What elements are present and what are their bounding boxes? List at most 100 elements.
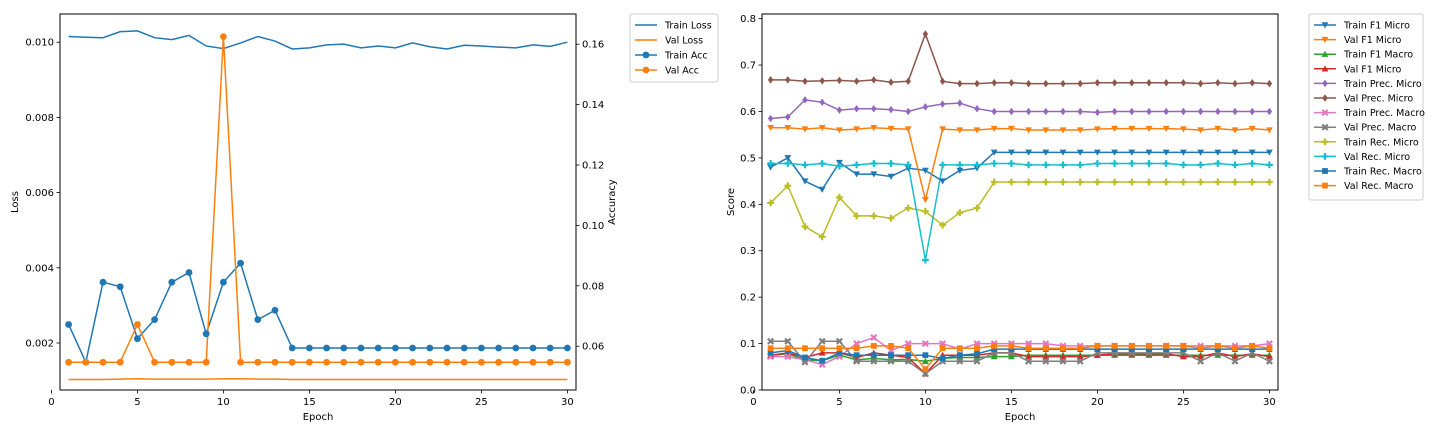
data-point-val-f1-micro <box>836 127 843 134</box>
data-point-train-rec-micro <box>801 223 809 231</box>
y-tick-label: 0.4 <box>740 200 756 211</box>
data-point-train-acc <box>443 344 451 352</box>
data-point-val-rec-micro <box>784 160 792 167</box>
data-point-train-f1-macro <box>922 357 929 364</box>
data-point-val-rec-macro <box>1214 343 1221 349</box>
data-point-val-prec-micro <box>1266 79 1273 88</box>
data-point-train-prec-micro <box>1025 107 1032 116</box>
data-point-val-f1-micro <box>1094 351 1101 358</box>
y-tick-label: 0.010 <box>25 38 54 49</box>
legend-label: Train Prec. Micro <box>1343 79 1422 90</box>
data-point-train-rec-micro <box>1111 178 1118 186</box>
data-point-val-f1-micro <box>1059 353 1067 360</box>
data-point-val-f1-micro <box>870 125 878 132</box>
data-point-train-prec-micro <box>1197 107 1204 116</box>
x-tick-label: 0 <box>48 397 54 408</box>
data-point-val-f1-micro <box>1197 127 1204 134</box>
data-point-val-rec-macro <box>956 345 963 352</box>
data-point-val-acc <box>202 358 210 366</box>
data-point-val-prec-micro <box>802 77 808 86</box>
data-point-train-prec-micro <box>836 106 843 114</box>
legend-marker <box>1321 50 1329 57</box>
data-point-val-f1-micro <box>1266 127 1273 134</box>
data-point-train-f1-micro <box>1162 149 1170 156</box>
y2-tick-label: 0.12 <box>582 161 604 172</box>
data-point-val-f1-micro <box>1231 353 1239 360</box>
data-point-val-f1-micro <box>1076 353 1084 360</box>
data-point-val-f1-micro <box>1076 127 1084 134</box>
data-point-val-prec-macro <box>973 357 981 365</box>
data-point-val-acc <box>443 358 451 366</box>
data-point-val-acc <box>374 358 382 366</box>
data-point-val-f1-micro <box>801 126 809 133</box>
data-point-train-rec-macro <box>1111 346 1118 353</box>
legend-marker <box>1322 182 1328 189</box>
data-point-train-f1-micro <box>853 171 860 178</box>
data-point-train-f1-micro <box>1145 149 1153 156</box>
data-point-train-prec-micro <box>1077 107 1083 116</box>
legend-label: Val Acc <box>665 66 699 77</box>
legend-marker <box>1321 22 1329 29</box>
data-point-val-f1-micro <box>990 125 998 133</box>
data-point-val-prec-micro <box>974 79 980 88</box>
data-point-train-f1-micro <box>904 165 912 172</box>
data-point-val-rec-micro <box>1094 160 1101 167</box>
data-point-train-f1-micro <box>990 149 998 156</box>
data-point-train-acc <box>168 278 176 286</box>
data-point-val-rec-micro <box>767 160 774 167</box>
legend-item-train-prec-micro: Train Prec. Micro <box>1314 79 1422 90</box>
data-point-val-f1-micro <box>818 125 826 132</box>
data-point-val-prec-macro <box>818 337 826 345</box>
data-point-val-acc <box>357 358 365 366</box>
data-point-train-f1-micro <box>1076 149 1084 156</box>
data-point-val-f1-micro <box>1231 127 1239 134</box>
data-point-val-rec-micro <box>818 160 826 167</box>
data-point-val-prec-micro <box>1146 78 1152 87</box>
x-tick-label: 0 <box>750 397 756 408</box>
data-point-train-f1-micro <box>1128 149 1136 156</box>
x-tick-label: 20 <box>1091 397 1104 408</box>
data-point-train-f1-micro <box>1094 149 1101 156</box>
data-point-train-rec-macro <box>888 352 894 359</box>
y2-axis-label: Accuracy <box>607 179 618 225</box>
data-point-train-acc <box>564 344 571 352</box>
legend-label: Val Rec. Macro <box>1344 181 1413 192</box>
data-point-train-acc <box>271 306 279 314</box>
data-point-train-rec-macro <box>1249 346 1256 353</box>
data-point-train-prec-micro <box>1094 108 1101 117</box>
series-line-train-acc <box>67 261 568 365</box>
data-point-train-rec-micro <box>1008 178 1015 186</box>
data-point-val-f1-micro <box>784 125 792 132</box>
data-point-val-rec-micro <box>956 161 964 169</box>
data-point-train-f1-micro <box>801 178 809 185</box>
data-point-val-f1-micro <box>1042 127 1050 134</box>
data-point-train-prec-micro <box>888 105 894 114</box>
data-point-train-rec-macro <box>1214 346 1221 353</box>
legend-item-train-loss: Train Loss <box>635 21 712 32</box>
data-point-val-rec-micro <box>1008 160 1015 167</box>
data-point-val-rec-macro <box>1266 345 1273 352</box>
data-point-train-acc <box>134 335 141 343</box>
data-point-train-rec-micro <box>1214 178 1222 186</box>
data-point-train-rec-micro <box>1094 178 1101 186</box>
data-point-train-acc <box>512 344 520 352</box>
data-point-val-rec-micro <box>1059 161 1067 169</box>
data-point-train-f1-micro <box>818 186 826 193</box>
data-point-val-prec-macro <box>1042 357 1050 365</box>
data-point-train-rec-macro <box>836 349 843 356</box>
data-point-train-prec-macro <box>784 353 792 361</box>
series-line-val-f1-micro <box>770 126 1270 200</box>
data-point-train-prec-micro <box>802 96 808 104</box>
x-tick-label: 30 <box>561 397 574 408</box>
data-point-val-prec-micro <box>1249 78 1255 87</box>
data-point-train-prec-micro <box>1266 107 1273 116</box>
y-tick-label: 0.1 <box>740 339 756 350</box>
data-point-train-acc <box>185 269 193 276</box>
x-tick-label: 25 <box>1177 397 1190 408</box>
data-point-val-acc <box>220 33 227 41</box>
data-point-val-rec-macro <box>784 345 791 352</box>
data-point-train-rec-micro <box>922 207 929 215</box>
data-point-train-f1-micro <box>1214 149 1222 156</box>
data-point-train-rec-macro <box>1146 346 1152 353</box>
